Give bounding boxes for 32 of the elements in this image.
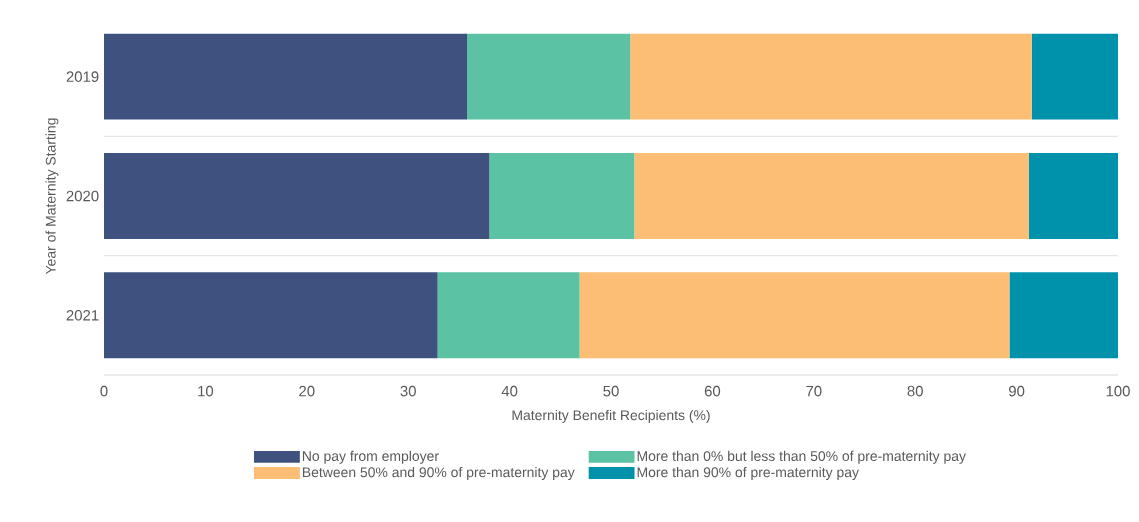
bar: [489, 153, 635, 239]
bar: [1031, 33, 1118, 120]
x-tick-label: 80: [907, 385, 923, 397]
x-tick-label: 0: [100, 385, 108, 397]
x-axis-title: Maternity Benefit Recipients (%): [512, 409, 710, 423]
x-tick-label: 60: [704, 385, 721, 397]
bar: [1009, 272, 1118, 359]
legend-label: No pay from employer: [302, 450, 439, 464]
legend-label: More than 90% of pre-maternity pay: [637, 466, 859, 480]
bar: [437, 272, 580, 359]
legend-label: Between 50% and 90% of pre-maternity pay: [302, 466, 575, 480]
x-tick-label: 10: [198, 385, 214, 397]
bar: [1028, 153, 1118, 239]
bar: [467, 33, 631, 120]
bar: [634, 153, 1029, 239]
bar: [104, 33, 468, 120]
legend-label: More than 0% but less than 50% of pre-maternity pay: [637, 450, 966, 464]
y-tick-label: 2019: [66, 71, 99, 82]
x-tick-label: 50: [603, 385, 619, 397]
y-axis-title: Year of Maternity Starting: [45, 118, 59, 275]
y-tick-label: 2020: [66, 190, 99, 202]
x-tick-label: 90: [1008, 385, 1025, 397]
x-tick-label: 40: [501, 385, 518, 397]
bar: [630, 33, 1032, 120]
y-tick-label: 2021: [66, 310, 99, 321]
x-tick-label: 100: [1106, 385, 1130, 397]
x-tick-label: 30: [400, 385, 416, 397]
x-tick-label: 20: [299, 385, 315, 397]
bar: [579, 272, 1010, 359]
x-tick-label: 70: [806, 385, 822, 397]
bar: [104, 153, 490, 239]
bar: [104, 272, 438, 359]
